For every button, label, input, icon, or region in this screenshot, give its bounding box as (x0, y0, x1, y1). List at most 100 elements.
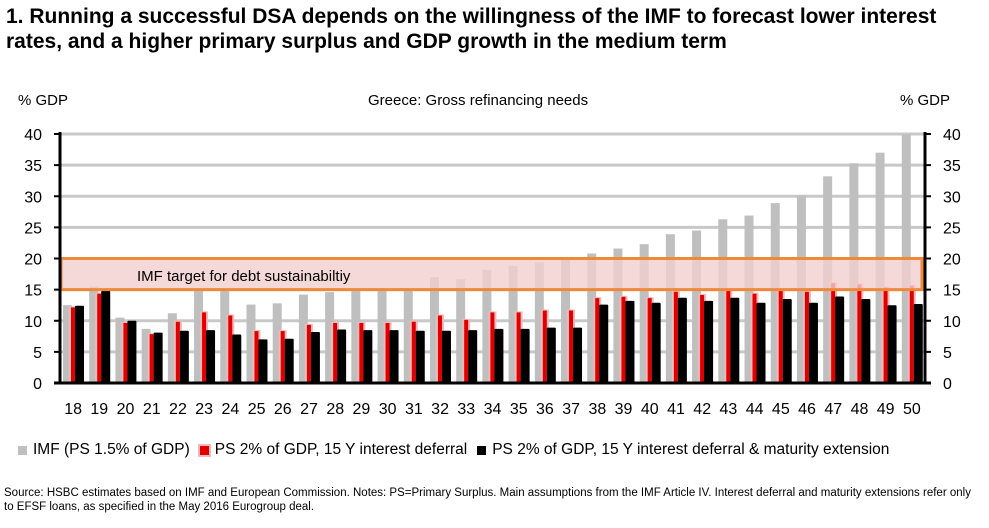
x-tick-label: 24 (221, 401, 239, 418)
bar-imf (220, 289, 230, 383)
x-tick-label: 36 (536, 401, 554, 418)
bar-imf (429, 277, 439, 383)
bar-ps2-deferral-extension (704, 300, 714, 383)
bar-ps2-deferral-extension (625, 300, 635, 383)
bar-ps2-deferral-extension (101, 290, 111, 383)
bar-imf (246, 304, 256, 383)
bar-ps2-deferral (175, 321, 180, 383)
bar-imf (508, 265, 518, 383)
bar-ps2-deferral-extension (782, 298, 792, 383)
bar-imf (665, 234, 675, 383)
bar-ps2-deferral-extension (861, 298, 871, 383)
bar-ps2-deferral (857, 284, 862, 383)
bar-ps2-deferral (411, 321, 416, 383)
bar-ps2-deferral-extension (179, 330, 189, 383)
target-band (59, 257, 924, 292)
x-tick-label: 27 (300, 401, 318, 418)
y-axis-label-right: % GDP (900, 92, 951, 109)
x-tick-label: 33 (457, 401, 475, 418)
bar-ps2-deferral (149, 334, 154, 383)
y-tick-label-left: 30 (24, 189, 42, 206)
legend-label: IMF (PS 1.5% of GDP) (33, 441, 190, 458)
x-tick-label: 30 (379, 401, 397, 418)
bar-ps2-deferral (254, 331, 259, 383)
y-tick-label-right: 40 (943, 127, 961, 144)
legend-item-imf: IMF (PS 1.5% of GDP) (18, 441, 190, 459)
bar-imf (639, 244, 649, 383)
bar-ps2-deferral (437, 315, 442, 383)
x-tick-label: 46 (798, 401, 816, 418)
bar-imf (167, 313, 177, 383)
bar-ps2-deferral-extension (599, 304, 609, 383)
x-tick-label: 42 (693, 401, 711, 418)
bar-ps2-deferral (569, 310, 574, 383)
bar-ps2-deferral-extension (520, 328, 530, 383)
x-tick-label: 26 (274, 401, 292, 418)
bar-ps2-deferral (464, 319, 469, 383)
bar-ps2-deferral-extension (730, 297, 740, 383)
bar-ps2-deferral (726, 289, 731, 383)
bar-ps2-deferral-extension (573, 327, 583, 383)
y-tick-label-left: 25 (24, 220, 42, 237)
x-tick-label: 37 (562, 401, 580, 418)
bar-ps2-deferral (673, 291, 678, 383)
x-tick-label: 32 (431, 401, 449, 418)
bar-ps2-deferral-extension (337, 329, 347, 383)
bar-imf (377, 289, 387, 383)
bar-imf (613, 248, 623, 383)
y-tick-label-right: 0 (943, 376, 952, 393)
x-tick-label: 19 (90, 401, 108, 418)
y-tick-label-left: 40 (24, 127, 42, 144)
y-tick-label-left: 35 (24, 158, 42, 175)
bar-imf (63, 305, 72, 383)
bar-imf (272, 303, 282, 383)
bar-ps2-deferral-extension (127, 320, 137, 383)
bar-ps2-deferral-extension (153, 332, 163, 383)
bar-imf (770, 203, 780, 383)
bar-ps2-deferral (71, 307, 75, 383)
bar-imf (744, 215, 754, 383)
x-tick-label: 39 (615, 401, 633, 418)
y-tick-label-left: 0 (33, 376, 42, 393)
x-tick-label: 38 (588, 401, 606, 418)
bar-ps2-deferral (804, 291, 809, 383)
y-tick-label-right: 15 (943, 283, 961, 300)
x-tick-label: 48 (851, 401, 869, 418)
bar-ps2-deferral (228, 315, 233, 383)
y-tick-label-right: 25 (943, 220, 961, 237)
bar-imf (115, 317, 125, 383)
bar-ps2-deferral-extension (441, 330, 451, 383)
bar-ps2-deferral-extension (887, 305, 897, 383)
bar-imf (194, 289, 204, 383)
bar-ps2-deferral (306, 324, 311, 383)
bar-ps2-deferral (752, 293, 757, 383)
bar-ps2-deferral (700, 294, 705, 383)
bar-ps2-deferral (202, 312, 207, 383)
x-tick-label: 23 (195, 401, 213, 418)
bar-ps2-deferral-extension (835, 296, 845, 383)
legend-item-ps2-deferral-extension: PS 2% of GDP, 15 Y interest deferral & m… (477, 441, 889, 459)
x-tick-label: 43 (720, 401, 738, 418)
bar-ps2-deferral-extension (284, 338, 294, 383)
bar-ps2-deferral (280, 331, 285, 383)
bar-ps2-deferral (97, 293, 102, 383)
bar-ps2-deferral-extension (546, 327, 556, 383)
bar-ps2-deferral (621, 296, 626, 383)
y-tick-label-left: 5 (33, 345, 42, 362)
legend-swatch (199, 445, 209, 455)
x-tick-label: 40 (641, 401, 659, 418)
bar-ps2-deferral (385, 322, 390, 383)
y-tick-label-right: 35 (943, 158, 961, 175)
x-tick-label: 50 (903, 401, 921, 418)
bar-ps2-deferral (123, 322, 128, 383)
y-axis-label-left: % GDP (18, 92, 69, 109)
target-band-label: IMF target for debt sustainabiltiy (137, 268, 351, 285)
bar-imf (534, 262, 544, 383)
y-tick-label-left: 20 (24, 252, 42, 269)
y-tick-label-right: 30 (943, 189, 961, 206)
bar-ps2-deferral (333, 322, 338, 383)
bar-imf (403, 289, 413, 383)
y-tick-label-right: 5 (943, 345, 952, 362)
x-tick-label: 22 (169, 401, 187, 418)
legend-label: PS 2% of GDP, 15 Y interest deferral (214, 441, 468, 458)
